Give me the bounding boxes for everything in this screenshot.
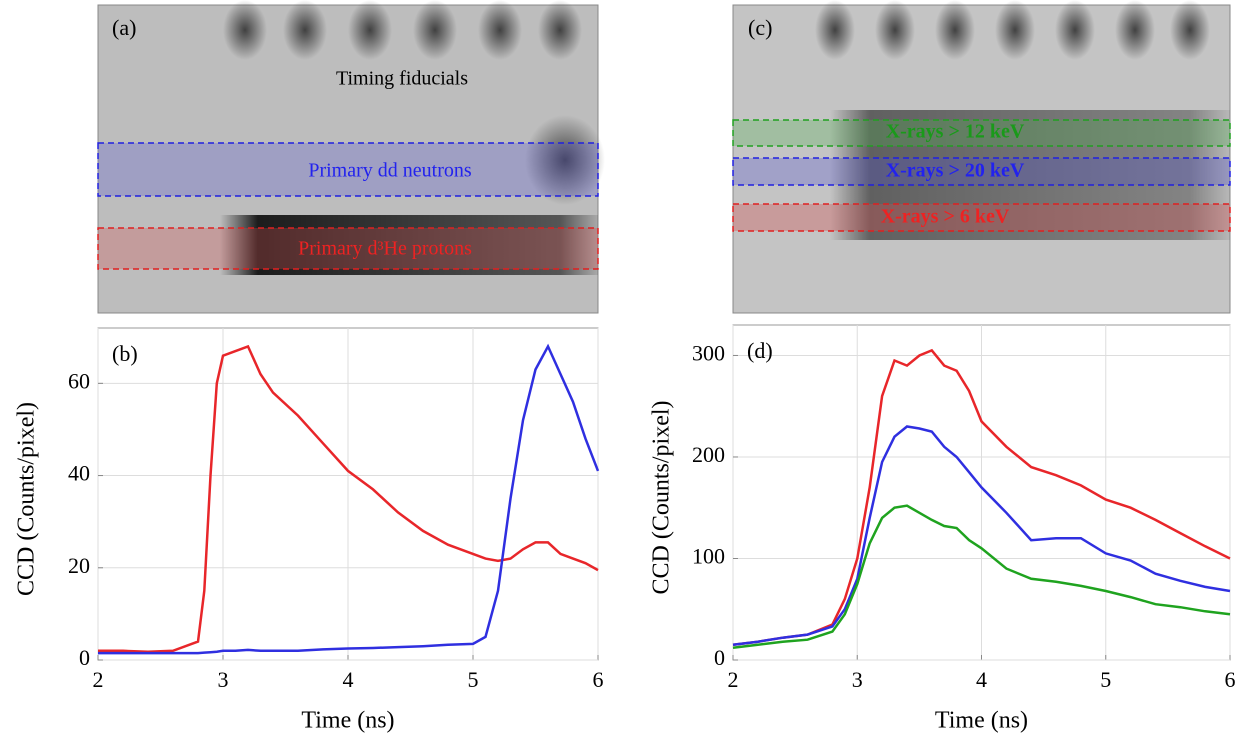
x-axis-label: Time (ns) <box>935 708 1028 734</box>
annotation: Primary dd neutrons <box>308 160 472 182</box>
y-tick-label: 40 <box>68 461 90 486</box>
annotation-box <box>732 203 1231 232</box>
annotation: X-rays > 20 keV <box>886 160 1025 182</box>
x-tick-label: 4 <box>343 667 354 692</box>
image-a: (a) Timing fiducials Primary dd neutrons… <box>97 0 605 314</box>
panel-label: (b) <box>112 341 138 366</box>
proton-signal <box>220 215 598 275</box>
x-tick-label: 6 <box>1225 667 1236 692</box>
x-tick-label: 2 <box>93 667 104 692</box>
x-tick-label: 3 <box>852 667 863 692</box>
x-tick-label: 5 <box>468 667 479 692</box>
series-line <box>732 348 1231 647</box>
x-tick-label: 6 <box>593 667 604 692</box>
xray-signal <box>830 110 1230 240</box>
y-axis-label: CCD (Counts/pixel) <box>14 402 40 596</box>
x-tick-label: 2 <box>728 667 739 692</box>
x-tick-label: 3 <box>218 667 229 692</box>
series-line <box>98 343 600 655</box>
annotation-box <box>97 227 599 270</box>
panel-label: (d) <box>747 338 773 363</box>
series-line <box>732 425 1231 647</box>
panel-label: (c) <box>748 15 772 40</box>
y-tick-label: 100 <box>692 544 725 569</box>
annotation: X-rays > 12 keV <box>886 121 1025 143</box>
x-tick-label: 5 <box>1100 667 1111 692</box>
y-tick-label: 60 <box>68 368 90 393</box>
annotation-box <box>97 142 599 197</box>
fiducials <box>223 0 582 60</box>
y-tick-label: 0 <box>79 645 90 670</box>
annotation: Timing fiducials <box>336 68 468 90</box>
fiducials <box>815 0 1210 60</box>
x-tick-label: 4 <box>976 667 987 692</box>
y-tick-label: 200 <box>692 442 725 467</box>
annotation-box <box>732 157 1231 186</box>
x-axis-label: Time (ns) <box>301 708 394 734</box>
series-line <box>732 504 1231 650</box>
panel-label: (a) <box>112 15 136 40</box>
annotation-box <box>732 119 1231 147</box>
y-tick-label: 0 <box>714 645 725 670</box>
image-c: (c) X-rays > 12 keV X-rays > 20 keV X-ra… <box>732 0 1231 314</box>
series-line <box>98 344 599 653</box>
y-tick-label: 20 <box>68 553 90 578</box>
y-tick-label: 300 <box>692 341 725 366</box>
neutron-signal <box>525 115 605 205</box>
annotation: X-rays > 6 keV <box>881 206 1010 228</box>
annotation: Primary d³He protons <box>298 238 472 260</box>
y-axis-label: CCD (Counts/pixel) <box>649 400 675 594</box>
